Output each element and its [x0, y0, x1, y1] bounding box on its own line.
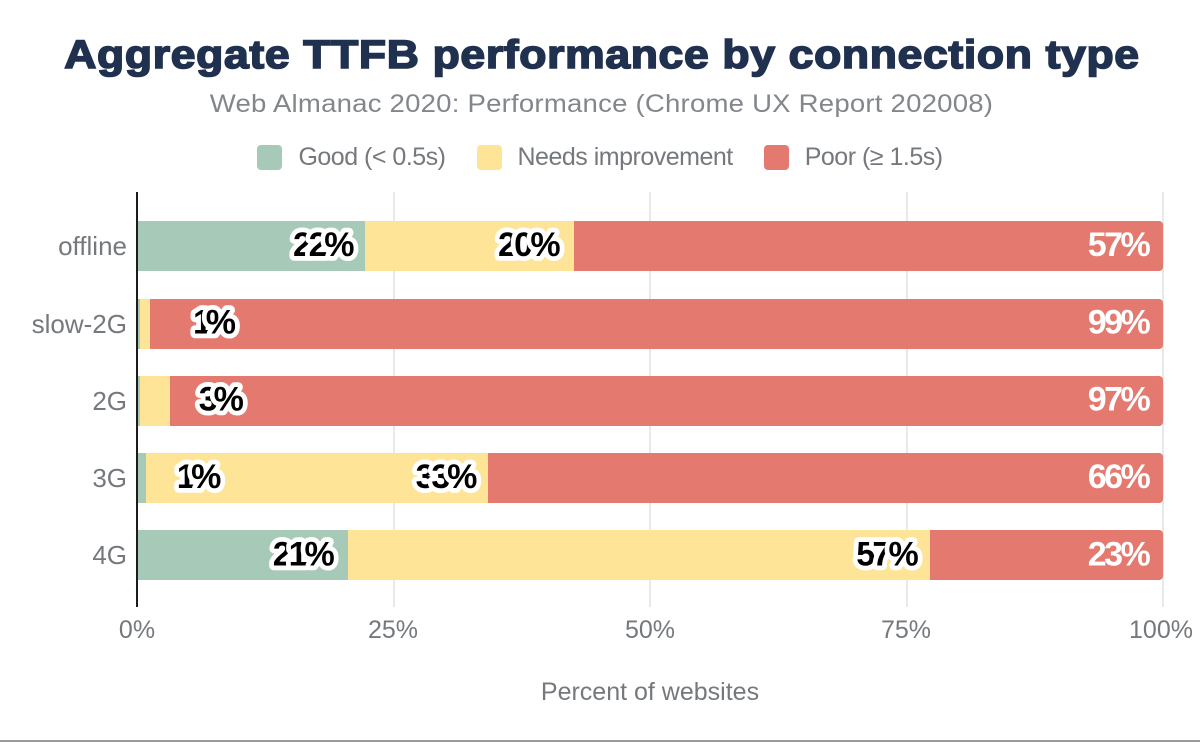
svg-text:3%: 3%: [199, 381, 244, 419]
svg-text:99%: 99%: [1088, 304, 1151, 342]
svg-text:66%: 66%: [1088, 458, 1151, 496]
svg-text:20%: 20%: [498, 226, 561, 264]
svg-text:22%: 22%: [293, 226, 355, 264]
svg-text:23%: 23%: [1088, 536, 1151, 574]
svg-text:57%: 57%: [1088, 226, 1151, 264]
svg-text:97%: 97%: [1088, 381, 1151, 419]
svg-text:21%: 21%: [273, 536, 335, 574]
svg-text:57%: 57%: [856, 536, 919, 574]
svg-text:1%: 1%: [193, 304, 236, 342]
svg-text:1%: 1%: [177, 458, 222, 496]
svg-text:33%: 33%: [416, 458, 478, 496]
